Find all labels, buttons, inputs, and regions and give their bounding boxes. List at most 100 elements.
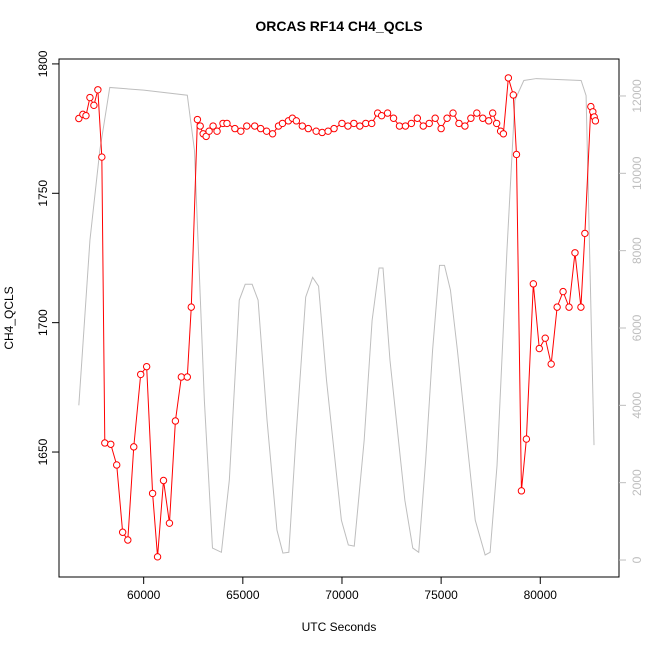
y2-tick-label: 4000 bbox=[630, 392, 644, 419]
point bbox=[209, 122, 217, 130]
point bbox=[256, 124, 265, 133]
point bbox=[565, 303, 573, 311]
point bbox=[171, 417, 180, 425]
point bbox=[107, 440, 115, 448]
point bbox=[101, 439, 109, 447]
point bbox=[165, 519, 174, 527]
point bbox=[443, 114, 451, 122]
point bbox=[136, 370, 145, 379]
point bbox=[82, 111, 90, 120]
point bbox=[130, 443, 138, 451]
series-line bbox=[78, 78, 595, 556]
point bbox=[196, 122, 204, 130]
y-tick-label: 1700 bbox=[36, 309, 50, 336]
point bbox=[251, 122, 259, 130]
point bbox=[473, 109, 481, 117]
point bbox=[577, 303, 585, 311]
point bbox=[401, 122, 410, 130]
point bbox=[377, 111, 386, 120]
point bbox=[389, 114, 398, 122]
point bbox=[368, 119, 376, 128]
point bbox=[153, 553, 162, 561]
point bbox=[383, 109, 392, 117]
point bbox=[118, 528, 127, 536]
point bbox=[425, 119, 433, 128]
point bbox=[243, 122, 251, 130]
point bbox=[350, 119, 358, 128]
point bbox=[183, 373, 192, 381]
y2-tick-label: 6000 bbox=[630, 314, 644, 341]
y-axis-label: CH4_QCLS bbox=[2, 286, 16, 349]
point bbox=[461, 122, 469, 130]
point bbox=[98, 153, 106, 161]
x-axis-label: UTC Seconds bbox=[302, 620, 377, 634]
point bbox=[559, 287, 567, 296]
point bbox=[213, 127, 221, 135]
point bbox=[413, 114, 422, 122]
y-tick-label: 1800 bbox=[36, 50, 50, 77]
y2-tick-label: 0 bbox=[630, 556, 644, 563]
point bbox=[522, 435, 531, 443]
point bbox=[591, 117, 600, 125]
point bbox=[479, 114, 487, 122]
point bbox=[504, 74, 513, 82]
y-tick-label: 1750 bbox=[36, 180, 50, 207]
point bbox=[113, 461, 121, 469]
plot-frame bbox=[58, 58, 620, 578]
point bbox=[330, 124, 338, 133]
point bbox=[485, 117, 493, 125]
series-line bbox=[78, 77, 596, 557]
point bbox=[187, 303, 195, 311]
point bbox=[318, 128, 326, 137]
point bbox=[356, 122, 364, 130]
point bbox=[517, 487, 526, 495]
point bbox=[205, 127, 213, 135]
point bbox=[223, 119, 231, 128]
point bbox=[407, 119, 416, 128]
point bbox=[142, 362, 151, 371]
point bbox=[512, 150, 521, 159]
point bbox=[467, 114, 475, 122]
chart-title: ORCAS RF14 CH4_QCLS bbox=[255, 18, 422, 34]
point bbox=[177, 373, 186, 381]
point bbox=[94, 86, 102, 94]
point bbox=[581, 229, 589, 238]
y2-tick-label: 2000 bbox=[630, 469, 644, 496]
point bbox=[193, 115, 202, 124]
point bbox=[499, 130, 508, 138]
point bbox=[488, 109, 497, 117]
point bbox=[231, 124, 239, 133]
x-tick-label: 70000 bbox=[325, 588, 359, 602]
point bbox=[86, 93, 94, 102]
x-tick-label: 65000 bbox=[226, 588, 260, 602]
point bbox=[298, 122, 307, 130]
point bbox=[278, 119, 287, 128]
point bbox=[90, 101, 98, 110]
point bbox=[553, 303, 561, 311]
point bbox=[571, 249, 579, 257]
y-tick-label: 1650 bbox=[36, 438, 50, 465]
point bbox=[419, 122, 427, 130]
point bbox=[344, 122, 352, 130]
point bbox=[159, 476, 168, 485]
point bbox=[395, 122, 404, 130]
point bbox=[535, 344, 543, 353]
point bbox=[431, 114, 439, 122]
point bbox=[237, 127, 245, 135]
point bbox=[262, 127, 271, 135]
point bbox=[509, 91, 518, 99]
x-tick-label: 80000 bbox=[524, 588, 558, 602]
point bbox=[362, 119, 370, 128]
point bbox=[148, 489, 157, 498]
point bbox=[338, 119, 346, 128]
y2-tick-label: 12000 bbox=[630, 79, 644, 113]
point bbox=[449, 109, 457, 117]
point bbox=[124, 536, 132, 544]
point bbox=[541, 334, 549, 342]
point bbox=[529, 280, 538, 288]
point bbox=[437, 124, 445, 133]
point bbox=[292, 117, 301, 125]
y2-tick-label: 10000 bbox=[630, 156, 644, 190]
point bbox=[547, 360, 555, 368]
